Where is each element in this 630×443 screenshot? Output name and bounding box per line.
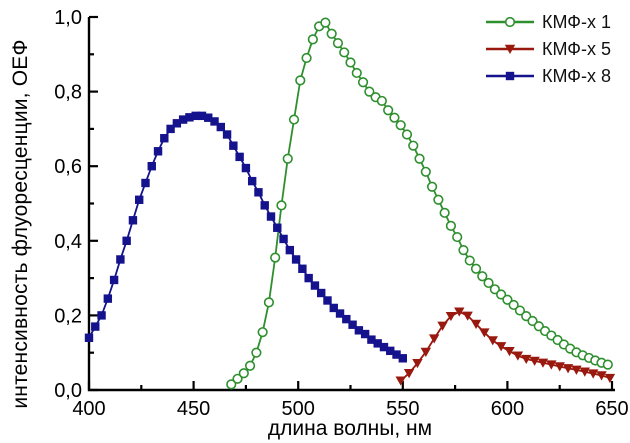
- kmf-8-square-marker-icon: [486, 71, 534, 81]
- y-tick-label: 0,4: [54, 231, 82, 253]
- y-tick-label: 1,0: [54, 7, 82, 29]
- x-tick-label: 500: [282, 398, 315, 420]
- series-kmf-x-5-markers: [395, 307, 616, 386]
- series-kmf-x-1: [226, 17, 613, 390]
- tick-labels: 400 450 500 550 600 650 0,0 0,2 0,4 0,6 0,8 1,0: [54, 7, 629, 420]
- legend-item-kmf-8: КМФ-х 8: [484, 64, 611, 88]
- legend-label-kmf-1: КМФ-х 1: [542, 11, 611, 32]
- y-axis-title: интенсивность флуоресценции, ОЕФ: [9, 39, 32, 409]
- x-tick-label: 400: [72, 398, 105, 420]
- legend-label-kmf-8: КМФ-х 8: [542, 65, 611, 86]
- x-axis-title: длина волны, нм: [267, 417, 433, 440]
- y-tick-label: 0,8: [54, 82, 82, 104]
- legend: КМФ-х 1 КМФ-х 5 КМФ-х 8: [484, 10, 611, 88]
- legend-item-kmf-5: КМФ-х 5: [484, 37, 611, 61]
- tick-marks: [87, 15, 614, 392]
- legend-item-kmf-1: КМФ-х 1: [484, 10, 611, 34]
- legend-label-kmf-5: КМФ-х 5: [542, 38, 611, 59]
- series-kmf-x-8: [84, 111, 407, 363]
- x-tick-label: 450: [177, 398, 210, 420]
- series-kmf-x-1-markers: [226, 17, 613, 390]
- x-tick-label: 650: [595, 398, 628, 420]
- kmf-5-triangle-marker-icon: [486, 44, 534, 54]
- y-tick-label: 0,0: [54, 380, 82, 402]
- y-tick-label: 0,6: [54, 156, 82, 178]
- kmf-1-open-circle-marker-icon: [486, 16, 534, 28]
- series-kmf-x-8-markers: [84, 111, 407, 363]
- y-tick-label: 0,2: [54, 305, 82, 327]
- x-tick-label: 550: [386, 398, 419, 420]
- series-kmf-x-5: [395, 307, 616, 386]
- x-tick-label: 600: [491, 398, 524, 420]
